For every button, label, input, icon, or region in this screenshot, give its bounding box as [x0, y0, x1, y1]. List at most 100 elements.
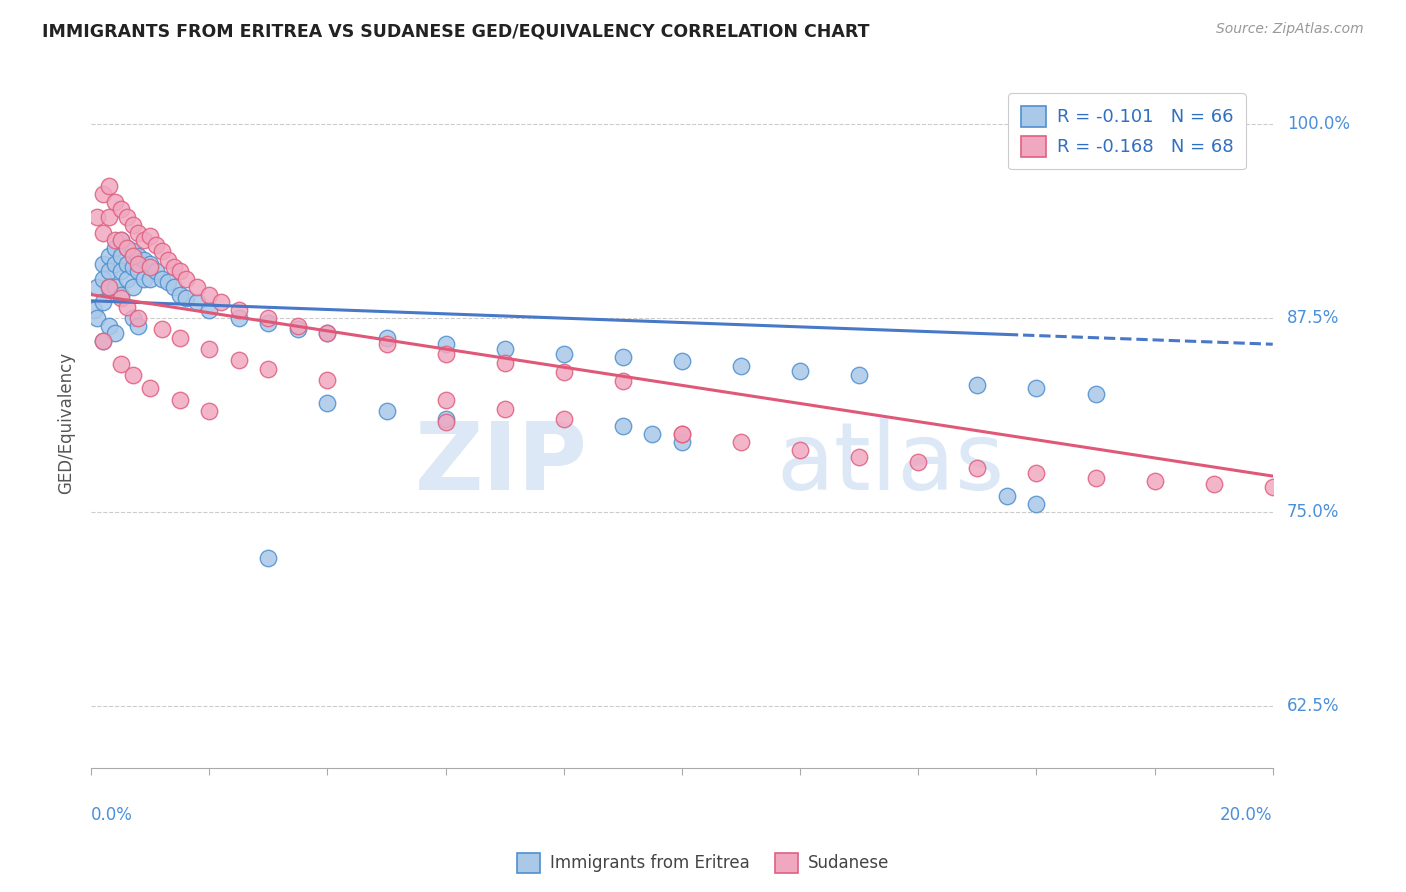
Point [198, 287, 221, 301]
Point [789, 363, 811, 377]
Text: 75.0%: 75.0% [1286, 503, 1340, 521]
Point [134, 253, 156, 268]
Point [730, 434, 752, 449]
Point [641, 427, 664, 442]
Point [115, 272, 138, 286]
Point [97, 210, 120, 224]
Point [145, 238, 167, 252]
Point [848, 368, 870, 383]
Point [174, 272, 197, 286]
Text: 62.5%: 62.5% [1286, 697, 1340, 714]
Point [104, 256, 127, 270]
Point [186, 280, 208, 294]
Point [115, 256, 138, 270]
Point [553, 411, 575, 425]
Point [966, 377, 988, 392]
Point [671, 427, 693, 442]
Point [127, 318, 149, 333]
Point [257, 316, 280, 330]
Point [316, 373, 339, 387]
Point [91, 186, 114, 201]
Point [848, 450, 870, 465]
Point [150, 322, 173, 336]
Point [257, 310, 280, 325]
Point [228, 352, 250, 367]
Point [97, 179, 120, 194]
Point [121, 218, 143, 232]
Point [434, 415, 457, 429]
Point [110, 264, 132, 278]
Point [1025, 497, 1047, 511]
Point [316, 326, 339, 341]
Point [186, 295, 208, 310]
Point [121, 260, 143, 274]
Point [995, 489, 1018, 503]
Point [612, 419, 634, 434]
Point [139, 381, 162, 395]
Point [257, 362, 280, 376]
Point [86, 210, 108, 224]
Point [209, 295, 232, 310]
Point [494, 402, 516, 417]
Point [375, 337, 398, 351]
Point [228, 303, 250, 318]
Point [434, 411, 457, 425]
Legend: Immigrants from Eritrea, Sudanese: Immigrants from Eritrea, Sudanese [510, 847, 896, 880]
Point [612, 350, 634, 364]
Point [228, 310, 250, 325]
Point [127, 256, 149, 270]
Point [163, 260, 186, 274]
Point [127, 226, 149, 240]
Point [91, 334, 114, 348]
Point [169, 287, 191, 301]
Point [127, 249, 149, 263]
Point [115, 210, 138, 224]
Point [110, 358, 132, 372]
Point [134, 233, 156, 247]
Point [139, 256, 162, 270]
Point [139, 260, 162, 274]
Point [91, 256, 114, 270]
Text: 0.0%: 0.0% [91, 805, 134, 823]
Point [110, 287, 132, 301]
Point [174, 291, 197, 305]
Point [115, 241, 138, 255]
Point [494, 356, 516, 370]
Text: 100.0%: 100.0% [1286, 115, 1350, 133]
Text: ZIP: ZIP [415, 418, 588, 510]
Point [83, 303, 105, 318]
Point [553, 365, 575, 379]
Point [169, 331, 191, 345]
Point [198, 342, 221, 356]
Point [139, 272, 162, 286]
Point [156, 253, 179, 268]
Point [287, 318, 309, 333]
Point [1025, 466, 1047, 480]
Point [434, 346, 457, 360]
Point [1025, 381, 1047, 395]
Point [97, 249, 120, 263]
Point [156, 275, 179, 289]
Point [257, 551, 280, 566]
Point [121, 280, 143, 294]
Point [110, 291, 132, 305]
Point [127, 264, 149, 278]
Point [434, 337, 457, 351]
Text: IMMIGRANTS FROM ERITREA VS SUDANESE GED/EQUIVALENCY CORRELATION CHART: IMMIGRANTS FROM ERITREA VS SUDANESE GED/… [42, 22, 870, 40]
Point [97, 318, 120, 333]
Point [97, 264, 120, 278]
Text: 87.5%: 87.5% [1286, 309, 1340, 326]
Point [671, 427, 693, 442]
Point [110, 233, 132, 247]
Point [104, 326, 127, 341]
Point [163, 280, 186, 294]
Point [97, 280, 120, 294]
Point [134, 272, 156, 286]
Point [1261, 480, 1284, 494]
Point [671, 434, 693, 449]
Point [91, 272, 114, 286]
Point [104, 241, 127, 255]
Point [91, 295, 114, 310]
Point [375, 404, 398, 418]
Point [1143, 474, 1166, 488]
